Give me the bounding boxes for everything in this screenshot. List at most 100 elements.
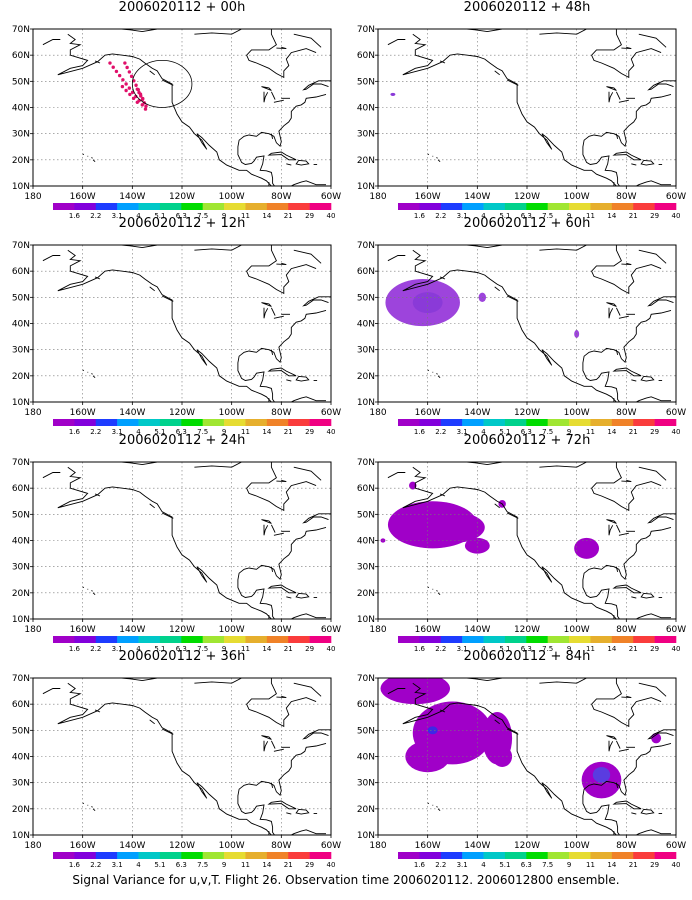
colorbar-label: 21 bbox=[284, 428, 293, 436]
coastline bbox=[612, 151, 642, 161]
colorbar-label: 11 bbox=[586, 861, 595, 869]
y-tick-label: 60N bbox=[357, 267, 375, 277]
coastline bbox=[172, 462, 174, 463]
colorbar-swatch bbox=[202, 636, 225, 643]
colorbar-label: 6.3 bbox=[176, 861, 187, 869]
variance-region bbox=[427, 726, 438, 735]
observation-point bbox=[134, 83, 138, 87]
coastline bbox=[261, 735, 272, 740]
coastline bbox=[92, 808, 96, 812]
coastline bbox=[615, 566, 619, 573]
coastline bbox=[631, 379, 637, 382]
coastline bbox=[582, 93, 672, 186]
coastline bbox=[618, 532, 629, 536]
colorbar-swatch bbox=[309, 636, 332, 643]
coastline bbox=[606, 302, 617, 307]
colorbar-swatch bbox=[224, 636, 246, 643]
x-tick-label: 80W bbox=[271, 625, 291, 635]
y-tick-label: 30N bbox=[12, 346, 30, 356]
coastline bbox=[286, 812, 292, 815]
coastline bbox=[273, 532, 284, 536]
coastline bbox=[402, 249, 671, 402]
colorbar-label: 14 bbox=[262, 428, 271, 436]
coastline bbox=[149, 719, 155, 725]
x-tick-label: 180 bbox=[24, 192, 41, 202]
colorbar-swatch bbox=[138, 636, 161, 643]
colorbar-swatch bbox=[74, 419, 97, 426]
colorbar-label: 11 bbox=[241, 428, 250, 436]
x-tick-label: 160W bbox=[70, 625, 96, 635]
colorbar-label: 7.5 bbox=[197, 428, 208, 436]
colorbar-swatch bbox=[547, 852, 570, 859]
x-tick-label: 120W bbox=[169, 192, 195, 202]
colorbar-swatch bbox=[504, 636, 527, 643]
coastline bbox=[57, 33, 326, 186]
coastline bbox=[194, 462, 242, 468]
y-tick-label: 20N bbox=[12, 372, 30, 382]
coastline bbox=[615, 740, 621, 749]
coastline bbox=[91, 157, 93, 159]
x-tick-label: 140W bbox=[119, 408, 145, 418]
colorbar-label: 5.1 bbox=[499, 861, 510, 869]
x-tick-label: 120W bbox=[169, 408, 195, 418]
colorbar-swatch bbox=[590, 636, 613, 643]
coastline bbox=[295, 159, 310, 166]
coastline bbox=[439, 276, 446, 280]
coastline bbox=[615, 782, 619, 789]
coastline bbox=[422, 462, 503, 466]
coastline bbox=[237, 93, 327, 186]
coastline bbox=[42, 688, 61, 695]
colorbar-label: 11 bbox=[586, 645, 595, 653]
map-plot: 10N 20N 30N 40N 50N 60N 70N 180 160W 140W 120W 100W… bbox=[12, 241, 341, 436]
coastline bbox=[621, 479, 632, 483]
coastline bbox=[539, 462, 587, 468]
x-tick-label: 60W bbox=[666, 625, 686, 635]
colorbar-label: 21 bbox=[284, 645, 293, 653]
colorbar-label: 21 bbox=[629, 212, 638, 220]
colorbar-label: 9 bbox=[222, 212, 226, 220]
colorbar-swatch bbox=[181, 852, 203, 859]
coastline bbox=[618, 315, 629, 319]
coastline bbox=[582, 742, 672, 835]
colorbar-label: 4 bbox=[136, 212, 141, 220]
x-tick-label: 160W bbox=[415, 625, 441, 635]
coastline bbox=[422, 678, 503, 682]
x-tick-label: 120W bbox=[169, 841, 195, 851]
y-tick-label: 60N bbox=[12, 700, 30, 710]
coastline bbox=[506, 295, 519, 302]
coastline bbox=[582, 526, 672, 619]
colorbar-label: 7.5 bbox=[542, 645, 553, 653]
coastline bbox=[302, 729, 331, 740]
coastline bbox=[494, 70, 500, 76]
coastline bbox=[172, 678, 174, 679]
coastline bbox=[427, 153, 430, 156]
y-tick-label: 10N bbox=[12, 615, 30, 625]
colorbar-swatch bbox=[633, 852, 655, 859]
y-tick-label: 30N bbox=[12, 779, 30, 789]
coastline bbox=[82, 586, 85, 589]
colorbar-swatch bbox=[633, 203, 655, 210]
y-tick-label: 20N bbox=[12, 589, 30, 599]
coastline bbox=[91, 373, 93, 375]
y-tick-label: 40N bbox=[357, 320, 375, 330]
observation-point bbox=[139, 94, 143, 98]
coastline bbox=[638, 249, 667, 264]
colorbar-swatch bbox=[224, 852, 246, 859]
y-tick-label: 30N bbox=[12, 563, 30, 573]
coastline bbox=[615, 133, 619, 140]
colorbar-swatch bbox=[266, 636, 289, 643]
coastline bbox=[270, 91, 276, 100]
coastline bbox=[402, 682, 671, 835]
x-tick-label: 100W bbox=[219, 192, 245, 202]
x-tick-label: 80W bbox=[616, 625, 636, 635]
colorbar-swatch bbox=[462, 636, 484, 643]
colorbar-label: 9 bbox=[567, 645, 571, 653]
coastline bbox=[237, 309, 327, 402]
x-tick-label: 140W bbox=[119, 625, 145, 635]
colorbar-label: 21 bbox=[284, 212, 293, 220]
colorbar-swatch bbox=[569, 419, 591, 426]
colorbar-label: 29 bbox=[305, 212, 314, 220]
coastline bbox=[270, 524, 276, 533]
y-tick-label: 50N bbox=[357, 77, 375, 87]
coastline bbox=[295, 592, 310, 599]
